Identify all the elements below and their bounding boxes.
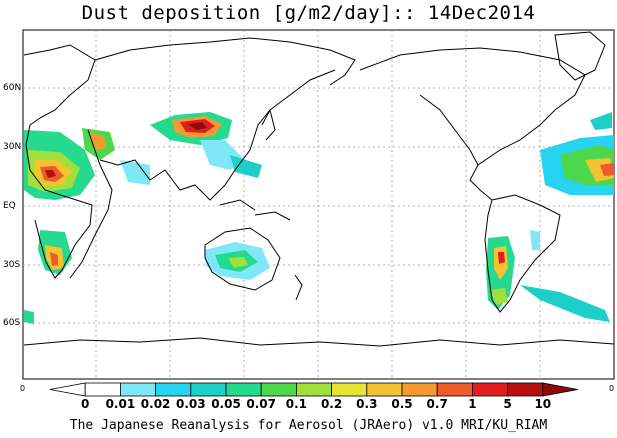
colorbar: [49, 382, 579, 397]
map-frame: [22, 29, 615, 380]
coastlines: [23, 31, 615, 347]
colorbar-swatch: [155, 382, 192, 397]
colorbar-arrow-low: [49, 382, 86, 397]
colorbar-swatch: [84, 382, 121, 397]
footer-credit: The Japanese Reanalysis for Aerosol (JRA…: [69, 418, 548, 433]
colorbar-swatch: [225, 382, 262, 397]
colorbar-label: 5: [503, 397, 512, 411]
map-title: Dust deposition [g/m2/day]:: 14Dec2014: [81, 2, 536, 24]
lat-label-eq: EQ: [3, 201, 16, 211]
colorbar-label: 0.05: [211, 397, 241, 411]
colorbar-label: 0.02: [140, 397, 171, 411]
colorbar-arrow-high: [542, 382, 579, 397]
colorbar-swatch: [260, 382, 297, 397]
colorbar-swatch: [295, 382, 332, 397]
lat-label-30s: 30S: [3, 260, 21, 270]
colorbar-swatch: [190, 382, 227, 397]
colorbar-label: 0.2: [320, 397, 343, 411]
colorbar-label: 10: [534, 397, 552, 411]
colorbar-label: 0.03: [175, 397, 206, 411]
colorbar-label: 0.3: [356, 397, 378, 411]
colorbar-swatch: [436, 382, 473, 397]
colorbar-swatch: [507, 382, 544, 397]
colorbar-label: 0.01: [105, 397, 136, 411]
grid-lines: [23, 30, 614, 379]
colorbar-label: 0: [81, 397, 90, 411]
colorbar-label: 0.07: [246, 397, 276, 411]
lat-label-30n: 30N: [3, 142, 22, 152]
colorbar-swatch: [471, 382, 508, 397]
colorbar-swatch: [401, 382, 438, 397]
lat-label-60n: 60N: [3, 83, 22, 93]
lat-label-60s: 60S: [3, 318, 21, 328]
colorbar-label: 0.1: [285, 397, 308, 411]
colorbar-swatch: [120, 382, 157, 397]
colorbar-label: 0.5: [391, 397, 413, 411]
colorbar-label: 0.7: [426, 397, 448, 411]
colorbar-swatch: [366, 382, 403, 397]
axis-end-label-left: 0: [20, 384, 26, 393]
axis-end-label-right: 0: [609, 384, 615, 393]
dust-shading: [24, 112, 614, 324]
colorbar-label: 1: [468, 397, 477, 411]
colorbar-swatch: [331, 382, 368, 397]
